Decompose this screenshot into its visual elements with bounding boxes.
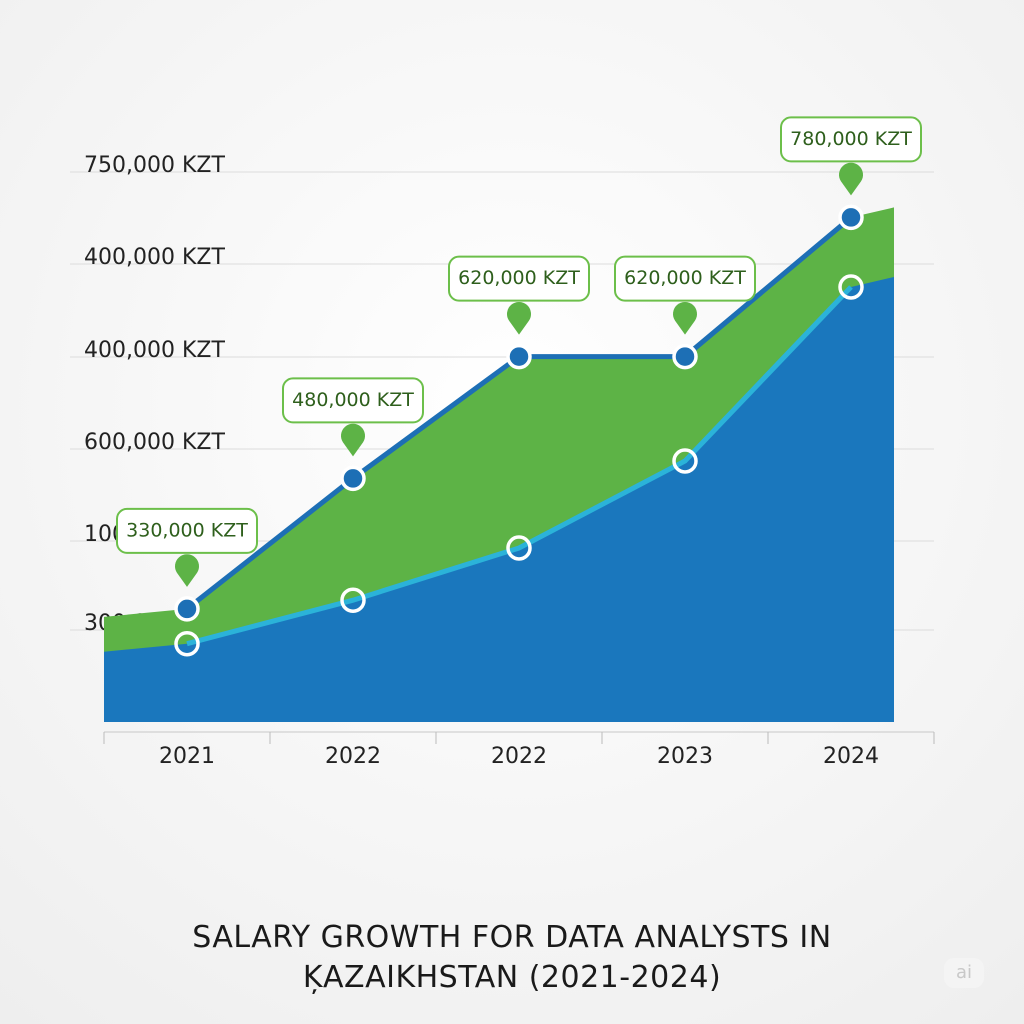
point <box>838 274 864 300</box>
x-tick-label: 2022 <box>325 744 381 769</box>
y-axis-label: 600,000 KZT <box>84 430 225 455</box>
label-pin <box>839 162 863 196</box>
label-box <box>780 116 922 163</box>
x-tick-label: 2021 <box>159 744 215 769</box>
label-box <box>448 255 590 302</box>
label-box <box>116 507 258 554</box>
y-axis-label: 400,000 KZT <box>84 245 225 270</box>
point <box>340 465 366 492</box>
point <box>174 596 200 622</box>
label-pin <box>175 554 199 587</box>
value-label: 620,000 KZT <box>624 267 746 289</box>
label-box <box>614 255 756 302</box>
point <box>672 448 698 474</box>
area <box>104 277 894 722</box>
x-tick-label: 2024 <box>823 744 879 769</box>
y-axis-label: 400,000 KZT <box>84 338 225 363</box>
point <box>174 630 200 657</box>
line <box>186 285 853 647</box>
value-label: 330,000 KZT <box>126 519 248 541</box>
value-label: 620,000 KZT <box>458 267 580 289</box>
x-tick-label: 2023 <box>657 744 713 769</box>
watermark: ai <box>944 958 984 988</box>
point <box>506 535 532 561</box>
value-label: 780,000 KZT <box>790 128 912 150</box>
label-pin <box>506 301 531 335</box>
x-tick-label: 2022 <box>491 744 547 769</box>
label-box <box>282 377 424 424</box>
value-label: 480,000 KZT <box>292 389 414 411</box>
point <box>506 343 532 370</box>
point <box>672 343 698 370</box>
chart-title: SALARY GROWTH FOR DATA ANALYSTS IN ĶAZAI… <box>192 920 832 995</box>
point <box>340 587 366 613</box>
point <box>838 204 864 231</box>
label-pin <box>341 423 366 457</box>
label-pin <box>673 301 697 335</box>
y-axis-label: 750,000 KZT <box>84 153 225 178</box>
